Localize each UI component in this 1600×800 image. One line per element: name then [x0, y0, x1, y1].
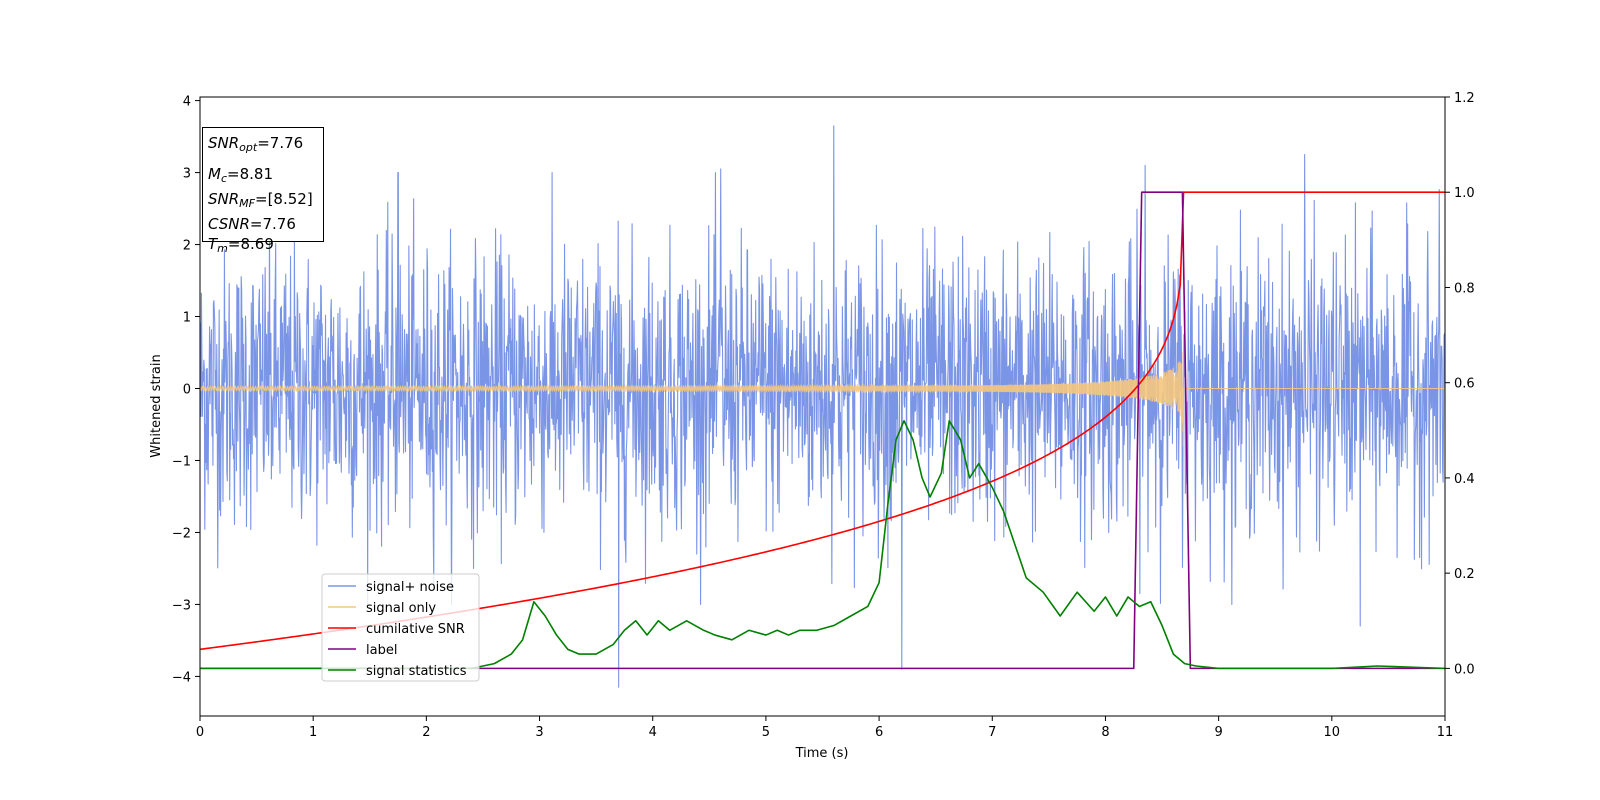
y-left-tick-label: −4	[172, 670, 191, 685]
x-tick-label: 6	[875, 725, 883, 740]
x-tick-label: 9	[1214, 725, 1222, 740]
x-tick-label: 7	[988, 725, 996, 740]
x-tick-label: 11	[1437, 725, 1454, 740]
plot-frame	[199, 96, 1446, 717]
x-tick-label: 2	[422, 725, 430, 740]
series-signal-noise	[200, 125, 1445, 688]
series-signal-statistics	[200, 419, 1445, 670]
y-left-tick-label: 2	[183, 239, 191, 254]
y-right-tick-label: 0.6	[1454, 377, 1475, 392]
x-tick-label: 8	[1101, 725, 1109, 740]
x-tick-label: 4	[649, 725, 657, 740]
y-right-tick-label: 0.2	[1454, 567, 1475, 582]
info-snr-opt: SNRopt=7.76	[208, 134, 304, 154]
x-tick-label: 5	[762, 725, 770, 740]
y-left-tick-label: −1	[172, 454, 191, 469]
x-tick-label: 10	[1324, 725, 1341, 740]
legend: signal+ noise signal only cumilative SNR la…	[321, 573, 480, 682]
y-axis-right: 0.0 0.2 0.4 0.6 0.8 1.0 1.2	[1445, 91, 1475, 677]
legend-entry: cumilative SNR	[366, 622, 465, 637]
y-right-tick-label: 1.2	[1454, 91, 1475, 106]
legend-entry: signal only	[366, 601, 436, 616]
x-axis-label: Time (s)	[795, 746, 849, 761]
y-right-tick-label: 1.0	[1454, 186, 1475, 201]
legend-entry: signal+ noise	[366, 580, 454, 595]
y-left-tick-label: −2	[172, 526, 191, 541]
legend-entry: label	[366, 643, 397, 658]
legend-frame	[321, 573, 480, 682]
y-left-tick-label: 1	[183, 311, 191, 326]
info-snr-mf: SNRMF=[8.52]	[208, 190, 313, 210]
y-axis-label: Whitened strain	[149, 354, 164, 457]
info-tm: Tm=8.69	[208, 235, 274, 255]
info-mc: Mc=8.81	[208, 165, 273, 185]
y-left-tick-label: 4	[183, 95, 191, 110]
y-right-tick-label: 0.0	[1454, 662, 1475, 677]
info-csnr: CSNR=7.76	[208, 215, 296, 233]
x-tick-label: 3	[535, 725, 543, 740]
y-right-tick-label: 0.4	[1454, 472, 1475, 487]
series-signal-only	[200, 351, 1445, 447]
x-tick-label: 0	[196, 725, 204, 740]
x-axis: 0 1 2 3 4 5 6 7 8 9 10 11	[196, 716, 1453, 740]
y-left-tick-label: −3	[172, 598, 191, 613]
x-tick-label: 1	[309, 725, 317, 740]
y-right-tick-label: 0.8	[1454, 281, 1475, 296]
y-left-tick-label: 0	[183, 383, 191, 398]
y-axis-left: −4 −3 −2 −1 0 1 2 3 4	[172, 95, 200, 685]
info-box: SNRopt=7.76 Mc=8.81 SNRMF=[8.52] CSNR=7.…	[202, 127, 324, 255]
legend-entry: signal statistics	[366, 664, 467, 679]
y-left-tick-label: 3	[183, 167, 191, 182]
